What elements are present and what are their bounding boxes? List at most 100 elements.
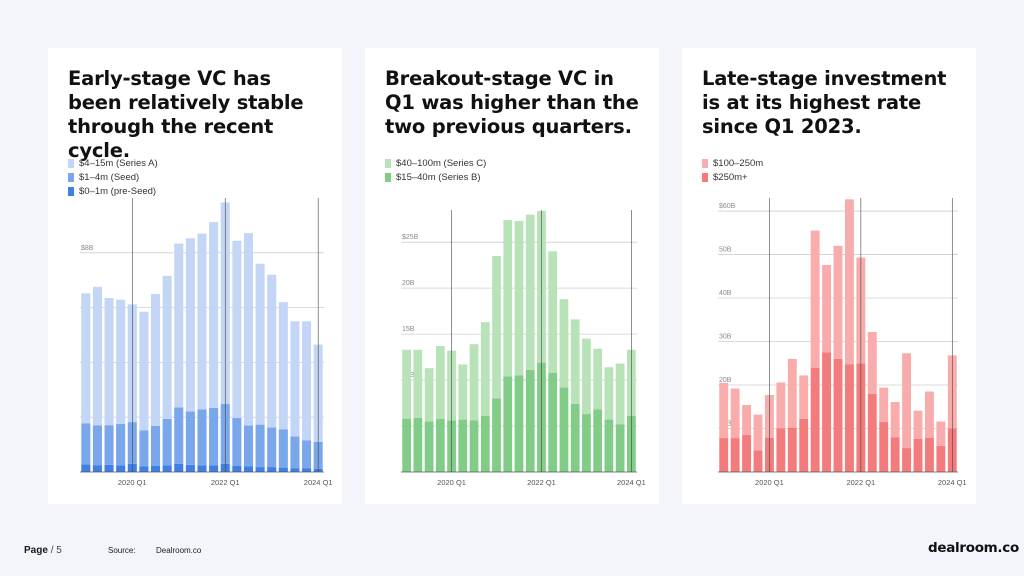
chart-title: Early-stage VC has been relatively stabl… (68, 67, 304, 162)
bar-segment (232, 465, 242, 472)
bar-segment (776, 428, 786, 472)
legend-swatch (68, 186, 74, 196)
legend-label: $0–1m (pre-Seed) (79, 185, 157, 197)
bar-segment (267, 467, 277, 472)
bar-segment (116, 465, 126, 472)
bar-segment (150, 465, 161, 472)
y-tick-label: 20B (402, 280, 415, 287)
bar-segment (833, 245, 843, 359)
bar-segment (267, 427, 277, 468)
bar-segment (243, 233, 254, 426)
bar-segment (174, 407, 184, 464)
bar-segment (936, 421, 946, 446)
bar-segment (844, 199, 854, 365)
bar-segment (514, 375, 524, 472)
bar-segment (92, 465, 102, 472)
legend-item: $1–4m (Seed) (68, 170, 158, 184)
bar-segment (116, 423, 126, 466)
bar-segment (593, 409, 603, 472)
bar-segment (290, 468, 300, 472)
y-tick-label: 15B (402, 326, 415, 333)
bar-segment (435, 418, 445, 472)
chart-card-late-stage: Late-stage investment is at its highest … (682, 48, 976, 504)
legend-swatch (68, 158, 74, 168)
y-tick-label: $8B (81, 245, 94, 252)
x-tick-label: 2020 Q1 (755, 478, 784, 487)
bar-segment (936, 445, 946, 472)
chart-legend: $100–250m $250m+ (702, 156, 763, 184)
bar-segment (458, 419, 468, 472)
chart-legend: $4–15m (Series A) $1–4m (Seed) $0–1m (pr… (68, 156, 158, 198)
bar-segment (139, 466, 149, 472)
x-tick-label: 2020 Q1 (118, 478, 147, 487)
bar-segment (302, 440, 312, 469)
legend-swatch (385, 158, 391, 168)
bar-segment (469, 420, 479, 472)
legend-item: $0–1m (pre-Seed) (68, 184, 158, 198)
bar-segment (570, 403, 580, 472)
bar-segment (267, 274, 277, 428)
bar-segment (116, 299, 126, 424)
bar-segment (890, 437, 900, 472)
bar-segment (480, 322, 490, 416)
bar-segment (413, 417, 423, 472)
source-label: Source: (108, 546, 136, 555)
bar-segment (753, 414, 763, 451)
bar-segment (822, 264, 832, 353)
bar-segment (582, 414, 591, 472)
bar-segment (81, 464, 91, 472)
bar-segment (150, 425, 161, 466)
bar-segment (742, 405, 752, 436)
bar-segment (185, 464, 195, 472)
bar-segment (525, 214, 535, 370)
x-tick-label: 2022 Q1 (846, 478, 875, 487)
bar-segment (209, 465, 219, 472)
legend-swatch (702, 172, 708, 182)
brand-logo: dealroom.co (928, 540, 1019, 556)
bar-segment (424, 421, 434, 472)
bar-segment (844, 364, 854, 472)
bar-segment (924, 437, 934, 472)
bar-segment (209, 222, 219, 408)
bar-segment (174, 463, 184, 472)
bar-segment (503, 376, 513, 472)
bar-segment (480, 415, 490, 472)
y-tick-label: 50B (719, 247, 732, 254)
legend-swatch (68, 172, 74, 182)
x-tick-label: 2020 Q1 (437, 478, 466, 487)
bar-segment (776, 382, 786, 429)
bar-segment (902, 353, 912, 449)
legend-swatch (702, 158, 708, 168)
bar-segment (867, 393, 877, 472)
legend-label: $1–4m (Seed) (79, 171, 140, 183)
chart-legend: $40–100m (Series C) $15–40m (Series B) (385, 156, 486, 184)
bar-segment (730, 388, 740, 439)
bar-segment (458, 364, 468, 420)
bar-segment (197, 465, 207, 472)
bar-segment (255, 263, 265, 425)
bar-segment (232, 240, 242, 419)
bar-segment (174, 243, 184, 408)
chart-card-breakout-stage: Breakout-stage VC in Q1 was higher than … (365, 48, 659, 504)
bar-segment (302, 321, 312, 441)
chart-card-early-stage: Early-stage VC has been relatively stabl… (48, 48, 342, 504)
bar-segment (879, 387, 889, 422)
chart-title: Late-stage investment is at its highest … (702, 67, 947, 138)
bar-segment (278, 302, 288, 430)
x-tick-label: 2024 Q1 (304, 478, 333, 487)
bar-segment (139, 430, 149, 467)
bar-segment (290, 321, 300, 437)
legend-item: $250m+ (702, 170, 763, 184)
bar-segment (81, 293, 91, 424)
y-tick-label: $25B (402, 234, 419, 241)
bar-segment (525, 369, 535, 472)
bar-segment (232, 418, 242, 466)
bar-segment (615, 424, 625, 472)
bar-segment (290, 436, 300, 469)
bar-segment (604, 419, 614, 472)
bar-segment (185, 411, 195, 465)
x-tick-label: 2022 Q1 (527, 478, 556, 487)
bar-segment (559, 387, 569, 472)
bar-segment (104, 425, 114, 465)
